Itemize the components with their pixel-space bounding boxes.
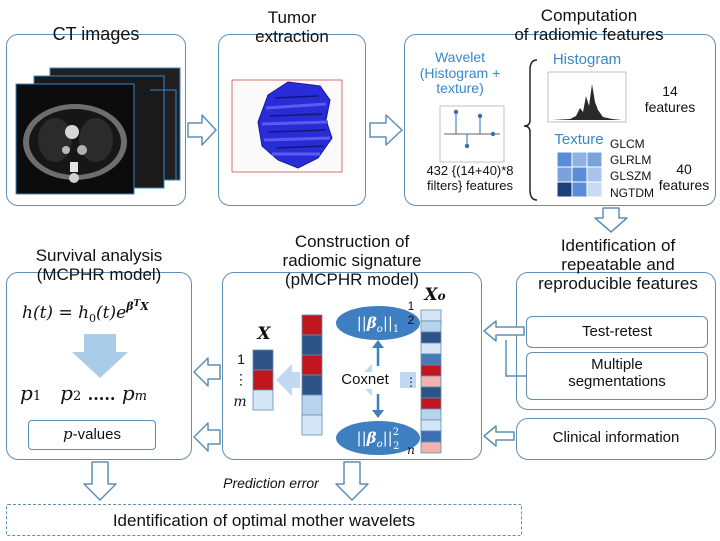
- texture-matrix: [556, 151, 603, 198]
- weighted-vector: [301, 314, 323, 436]
- multiple-segmentations-box: [526, 352, 708, 400]
- x-index-dots: ⋮: [234, 371, 248, 387]
- xo-index-n: n: [407, 443, 415, 457]
- prediction-error-label: Prediction error: [223, 475, 319, 491]
- multiple-segmentations-label: Multiple segmentations: [568, 356, 666, 390]
- histogram-plot: [547, 71, 627, 123]
- tumor-extraction-title: Tumor extraction: [255, 8, 329, 47]
- arrow-signature-to-optimal: [335, 461, 369, 501]
- clinical-information-box: [516, 418, 716, 460]
- wavelet-plot: [439, 105, 505, 163]
- coxnet-label: Coxnet: [330, 371, 400, 389]
- clinical-information-label: Clinical information: [552, 429, 680, 446]
- arrow-tumor-to-features: [369, 114, 403, 146]
- test-retest-label: Test-retest: [581, 323, 653, 340]
- histogram-label: Histogram: [552, 51, 622, 68]
- wavelet-count: 432 {(14+40)*8 filters} features: [426, 163, 514, 193]
- tumor-3d-plot: [231, 79, 343, 173]
- test-retest-box: [526, 316, 708, 348]
- pvalues-box: [28, 420, 156, 450]
- texture-list: GLCM GLRLM GLSZM NGTDM: [610, 137, 654, 200]
- texture-count: 40 features: [658, 161, 710, 193]
- arrow-signature-to-survival-bottom: [193, 422, 221, 452]
- xo-label: Xo: [424, 285, 446, 305]
- survival-analysis-title: Survival analysis (MCPHR model): [35, 246, 163, 285]
- pvalues-label: p-values: [63, 425, 121, 443]
- x-index-1: 1: [237, 351, 245, 367]
- survival-p-values-row: p1 p2 ..... pm: [20, 381, 147, 405]
- l1-norm-ellipse: [336, 306, 420, 340]
- x-vector: [252, 349, 274, 411]
- x-index-m: m: [233, 394, 247, 410]
- texture-label: Texture: [554, 131, 604, 148]
- arrow-signature-to-survival-top: [193, 357, 221, 387]
- arrow-features-to-ident: [594, 207, 628, 233]
- x-label: X: [257, 324, 271, 344]
- arrow-ct-to-tumor: [187, 114, 217, 146]
- ct-images-title: CT images: [52, 24, 140, 44]
- hazard-formula: h(t) = h0(t)eβTX: [22, 299, 149, 325]
- identification-title: Identification of repeatable and reprodu…: [538, 236, 698, 294]
- arrow-testretest-to-signature: [483, 320, 525, 342]
- arrow-vector-to-x: [276, 364, 300, 396]
- optimal-wavelets-label: Identification of optimal mother wavelet…: [112, 511, 416, 530]
- optimal-wavelets-box: [6, 504, 522, 536]
- arrow-survival-to-optimal: [83, 461, 117, 501]
- xo-index-2: 2: [407, 313, 415, 327]
- xo-index-1: 1: [407, 299, 415, 313]
- l2-norm-ellipse: [336, 421, 420, 455]
- xo-index-dots: ⋮: [405, 375, 417, 389]
- radiomic-signature-title: Construction of radiomic signature (pMCP…: [282, 232, 422, 290]
- histogram-count: 14 features: [644, 83, 696, 115]
- feature-brace: [523, 59, 538, 201]
- arrow-clinical-to-signature: [483, 425, 515, 447]
- svg-text:||βo||1: ||βo||1: [357, 314, 400, 335]
- survival-down-arrow: [72, 334, 128, 378]
- ct-image-stack: [15, 67, 181, 195]
- xo-vector: [420, 309, 442, 454]
- wavelet-label: Wavelet (Histogram + texture): [419, 49, 501, 97]
- radiomic-features-title: Computation of radiomic features: [514, 6, 664, 45]
